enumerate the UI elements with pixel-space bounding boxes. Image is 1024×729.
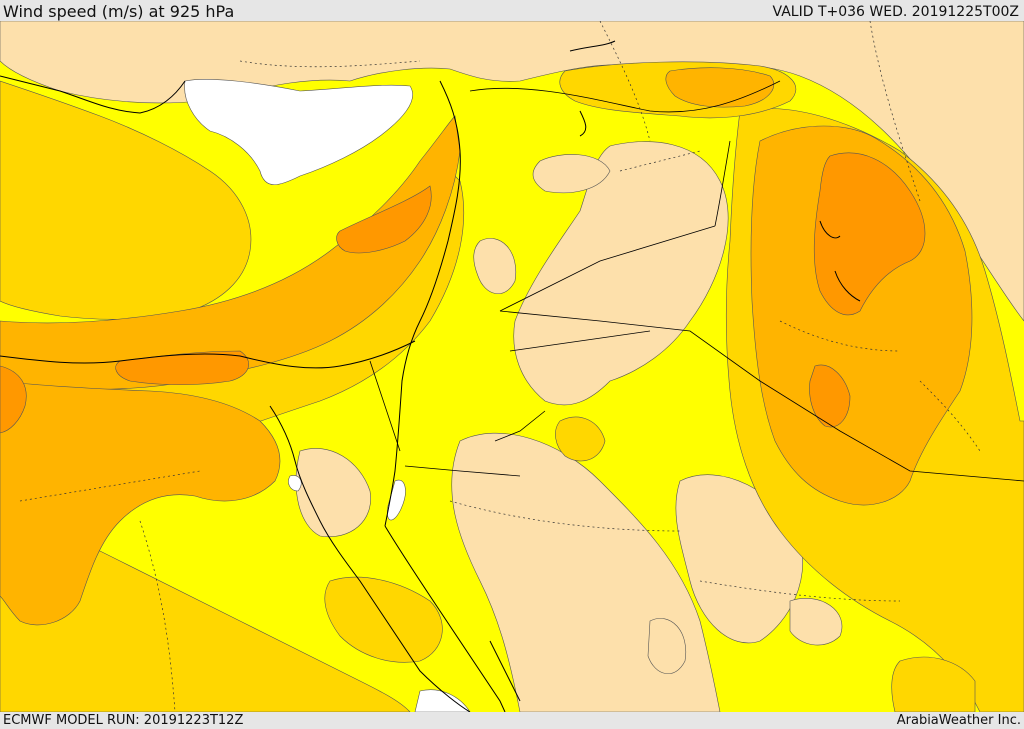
wind-speed-map[interactable] [0, 21, 1024, 712]
map-canvas [0, 21, 1024, 712]
footer-bar: ECMWF MODEL RUN: 20191223T12Z ArabiaWeat… [0, 712, 1024, 729]
valid-time: VALID T+036 WED. 20191225T00Z [772, 4, 1019, 20]
strong-wind-regions [0, 152, 926, 434]
calm-regions [184, 79, 471, 712]
weak-wind-regions [0, 21, 1024, 712]
coastlines [0, 40, 861, 712]
model-run-label: ECMWF MODEL RUN: 20191223T12Z [3, 713, 244, 728]
map-title: Wind speed (m/s) at 925 hPa [3, 2, 235, 21]
province-borders [19, 21, 981, 712]
header-bar: Wind speed (m/s) at 925 hPa VALID T+036 … [0, 0, 1024, 21]
credit-label: ArabiaWeather Inc. [896, 713, 1021, 728]
country-borders [369, 80, 1024, 482]
